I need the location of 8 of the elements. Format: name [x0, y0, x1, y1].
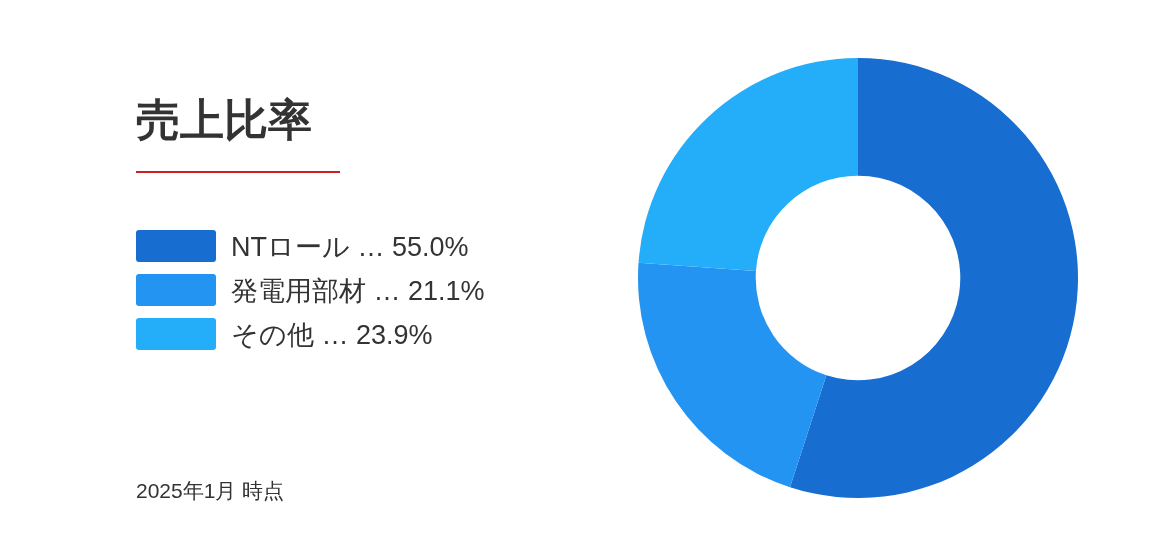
donut-slice — [638, 58, 858, 271]
legend-label: NTロール … 55.0% — [231, 232, 469, 262]
legend-label: その他 … 23.9% — [231, 320, 433, 350]
text: 2025年1月 時点 — [136, 479, 285, 502]
text: 売上比率 — [136, 95, 312, 144]
donut-slice — [638, 262, 827, 488]
legend-label: 発電用部材 … 21.1% — [231, 276, 485, 306]
donut-slice — [790, 58, 1078, 498]
